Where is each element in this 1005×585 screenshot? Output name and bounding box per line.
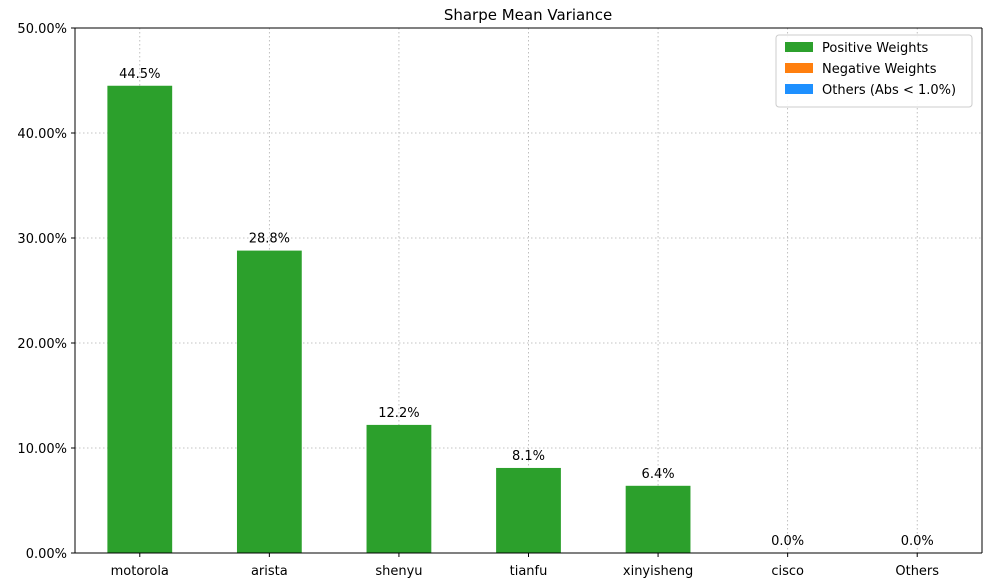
y-tick-label: 50.00% bbox=[17, 22, 67, 37]
x-tick-label: motorola bbox=[111, 564, 169, 579]
chart-title: Sharpe Mean Variance bbox=[444, 6, 612, 24]
legend-label: Others (Abs < 1.0%) bbox=[822, 83, 956, 98]
data-label: 28.8% bbox=[249, 232, 290, 247]
bar-shenyu bbox=[366, 424, 432, 553]
y-tick-label: 0.00% bbox=[26, 547, 67, 562]
bar-motorola bbox=[107, 85, 173, 553]
bar-arista bbox=[236, 250, 302, 553]
y-tick-labels: 0.00% 10.00% 20.00% 30.00% 40.00% 50.00% bbox=[17, 22, 75, 562]
x-tick-label: xinyisheng bbox=[623, 564, 693, 579]
bar-tianfu bbox=[496, 467, 561, 553]
x-tick-label: arista bbox=[251, 564, 288, 579]
y-tick-label: 20.00% bbox=[17, 337, 67, 352]
x-tick-label: cisco bbox=[771, 564, 804, 579]
y-tick-label: 10.00% bbox=[17, 442, 67, 457]
y-tick-label: 30.00% bbox=[17, 232, 67, 247]
bar-xinyisheng bbox=[625, 485, 691, 553]
legend-label: Positive Weights bbox=[822, 41, 929, 56]
x-tick-labels: motorola arista shenyu tianfu xinyisheng cisc… bbox=[111, 553, 939, 579]
legend-swatch bbox=[785, 63, 813, 73]
legend-label: Negative Weights bbox=[822, 62, 937, 77]
data-label: 0.0% bbox=[771, 534, 804, 549]
legend: Positive Weights Negative Weights Others (… bbox=[775, 34, 973, 108]
data-label: 44.5% bbox=[119, 67, 160, 82]
bars bbox=[107, 85, 691, 553]
data-label: 0.0% bbox=[901, 534, 934, 549]
data-label: 12.2% bbox=[378, 406, 419, 421]
y-tick-label: 40.00% bbox=[17, 127, 67, 142]
legend-swatch bbox=[785, 42, 813, 52]
data-label: 6.4% bbox=[642, 467, 675, 482]
legend-box bbox=[775, 34, 973, 108]
data-label: 8.1% bbox=[512, 449, 545, 464]
x-tick-label: shenyu bbox=[375, 564, 422, 579]
x-tick-label: tianfu bbox=[510, 564, 548, 579]
data-labels: 44.5% 28.8% 12.2% 8.1% 6.4% 0.0% 0.0% bbox=[119, 67, 934, 549]
legend-swatch bbox=[785, 84, 813, 94]
x-tick-label: Others bbox=[895, 564, 939, 579]
